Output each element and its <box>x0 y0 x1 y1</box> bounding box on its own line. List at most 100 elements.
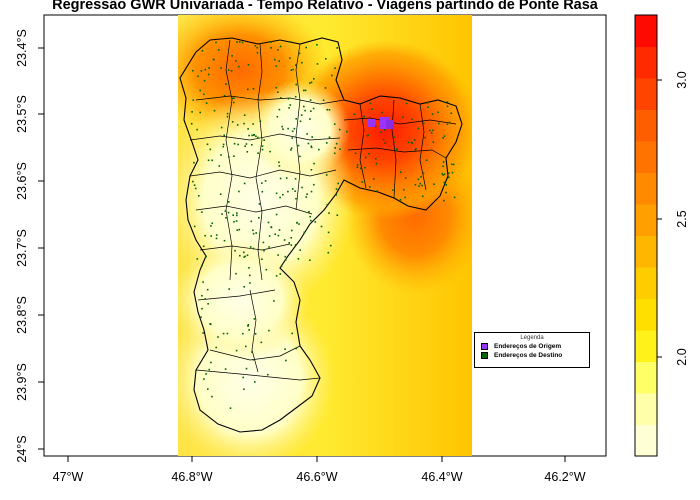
destination-point <box>290 244 293 246</box>
destination-point <box>292 68 294 71</box>
destination-point <box>336 47 338 49</box>
destination-point <box>446 123 449 126</box>
destination-point <box>410 141 413 144</box>
destination-point <box>206 143 209 146</box>
destination-point <box>229 407 232 409</box>
destination-point <box>197 75 199 78</box>
destination-point <box>257 152 259 154</box>
x-tick-label: 46.8°W <box>171 470 213 484</box>
destination-point <box>275 65 278 67</box>
destination-point <box>282 128 284 130</box>
destination-point <box>235 60 237 62</box>
destination-point <box>326 108 329 111</box>
destination-point <box>320 225 323 228</box>
destination-point <box>248 267 250 269</box>
destination-point <box>233 220 235 223</box>
destination-point <box>443 135 446 137</box>
destination-point <box>211 159 213 162</box>
destination-point <box>339 148 341 150</box>
legend-item-origin: Endereços de Origem <box>481 343 589 350</box>
destination-point <box>242 376 244 379</box>
destination-point <box>279 196 281 199</box>
destination-point <box>252 229 254 232</box>
destination-point <box>270 47 272 49</box>
destination-point <box>334 147 336 149</box>
destination-point <box>247 64 250 66</box>
destination-point <box>310 81 313 84</box>
destination-point <box>256 46 259 49</box>
destination-point <box>207 73 210 76</box>
destination-point <box>309 215 311 218</box>
destination-point <box>233 97 235 99</box>
destination-point <box>429 129 431 132</box>
destination-point <box>417 178 420 181</box>
destination-point <box>242 332 244 335</box>
destination-point <box>309 259 311 261</box>
destination-point <box>431 113 434 115</box>
destination-point <box>288 107 290 109</box>
destination-point <box>303 89 305 92</box>
destination-point <box>260 341 263 344</box>
destination-point <box>276 116 279 118</box>
destination-point <box>232 101 235 104</box>
destination-point <box>218 165 221 167</box>
destination-point <box>247 88 249 91</box>
destination-point <box>411 142 414 144</box>
destination-point <box>258 217 260 219</box>
destination-point <box>226 332 229 335</box>
destination-point <box>291 332 293 335</box>
destination-point <box>192 180 194 183</box>
destination-point <box>243 256 245 258</box>
destination-point <box>238 190 240 193</box>
destination-point <box>254 333 257 335</box>
destination-point <box>310 146 313 149</box>
destination-point <box>311 136 313 138</box>
destination-point <box>443 199 445 202</box>
destination-point <box>203 378 205 380</box>
destination-point <box>287 97 290 100</box>
destination-point <box>432 141 435 143</box>
destination-point <box>261 190 264 193</box>
gwr-surface <box>178 15 472 456</box>
destination-point <box>256 52 259 54</box>
destination-point <box>236 124 239 126</box>
destination-point <box>430 132 433 134</box>
destination-point <box>405 102 408 105</box>
destination-point <box>220 67 222 69</box>
destination-point <box>285 359 287 362</box>
destination-point <box>291 229 293 232</box>
destination-point <box>316 63 319 65</box>
destination-point <box>303 105 305 108</box>
destination-point <box>231 97 234 100</box>
destination-point <box>382 138 385 141</box>
destination-point <box>194 187 197 190</box>
destination-point <box>261 258 263 260</box>
destination-point <box>427 106 429 108</box>
destination-point <box>305 196 308 198</box>
destination-point <box>279 273 282 275</box>
destination-point <box>255 135 257 137</box>
destination-point <box>247 128 249 130</box>
destination-point <box>284 348 286 350</box>
destination-point <box>384 142 386 144</box>
destination-point <box>448 176 450 179</box>
destination-point <box>198 195 200 197</box>
destination-point <box>279 45 282 48</box>
destination-point <box>296 221 298 224</box>
destination-point <box>236 229 239 231</box>
destination-point <box>301 186 303 189</box>
destination-point <box>248 134 250 137</box>
destination-point <box>295 118 297 120</box>
destination-point <box>261 145 264 147</box>
destination-point <box>287 190 289 193</box>
destination-point <box>224 368 227 370</box>
destination-point <box>206 288 209 291</box>
destination-point <box>208 67 210 69</box>
destination-point <box>255 232 257 234</box>
destination-point <box>190 122 193 125</box>
destination-point <box>249 246 252 248</box>
destination-point <box>270 41 272 43</box>
destination-point <box>310 145 313 148</box>
destination-point <box>193 184 196 186</box>
destination-point <box>290 147 293 149</box>
